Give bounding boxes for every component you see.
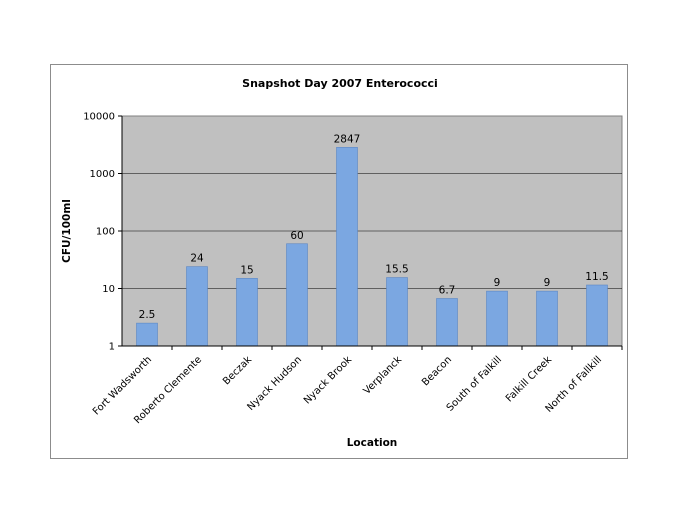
bar (536, 290, 558, 347)
x-axis-label: Location (347, 437, 398, 449)
bar (236, 278, 258, 347)
category-label: Falkill Creek (504, 354, 554, 404)
category-label: Nyack Hudson (246, 354, 305, 413)
category-label: South of Falkill (445, 354, 504, 413)
bars: 2.5 24 15 60 2847 15.5 6.7 9 9 11.5 (136, 133, 609, 347)
data-label: 11.5 (585, 271, 608, 283)
bar (586, 284, 608, 347)
bar (436, 298, 458, 347)
data-label: 9 (544, 277, 551, 289)
category-label: Verplanck (362, 354, 405, 397)
category-label: Nyack Brook (302, 354, 354, 406)
category-label: Beczak (221, 354, 254, 387)
y-tick-label: 10000 (83, 112, 115, 123)
y-tick-label: 1 (109, 342, 115, 353)
bar (486, 290, 508, 347)
y-tick-label: 1000 (90, 169, 115, 180)
data-label: 2847 (334, 133, 361, 145)
bar (186, 266, 208, 347)
bar (386, 277, 408, 347)
data-label: 60 (290, 230, 303, 242)
chart-title: Snapshot Day 2007 Enterococci (242, 77, 438, 90)
bar (336, 147, 358, 347)
bar (136, 322, 158, 347)
y-tick-label: 10 (102, 284, 115, 295)
data-label: 15.5 (385, 264, 408, 276)
y-tick-label: 100 (96, 227, 115, 238)
bar (286, 243, 308, 347)
data-label: 9 (494, 277, 501, 289)
data-label: 6.7 (439, 285, 456, 297)
data-label: 15 (240, 264, 253, 276)
data-label: 24 (190, 253, 204, 265)
data-label: 2.5 (139, 309, 156, 321)
y-axis-label: CFU/100ml (61, 199, 73, 263)
category-label: Beacon (420, 354, 454, 388)
